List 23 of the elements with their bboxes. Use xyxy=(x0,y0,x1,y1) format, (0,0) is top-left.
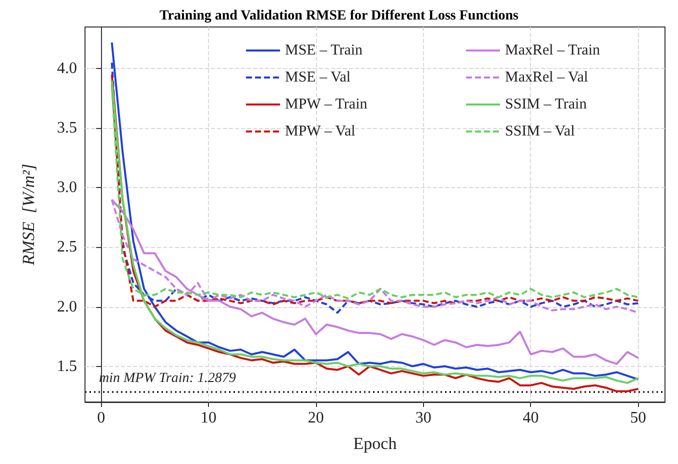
legend-label: MSE – Val xyxy=(285,70,351,86)
legend-label: MaxRel – Train xyxy=(505,42,601,58)
x-tick-label: 10 xyxy=(200,410,217,426)
x-tick-label: 50 xyxy=(630,410,646,426)
x-tick-label: 40 xyxy=(522,410,539,426)
y-tick-label: 2.0 xyxy=(57,298,77,316)
legend-label: SSIM – Train xyxy=(505,96,588,112)
legend-label: MaxRel – Val xyxy=(505,70,588,86)
x-tick-label: 0 xyxy=(97,410,106,426)
y-axis-title: RMSE [W/m²] xyxy=(19,164,38,266)
legend-label: MSE – Train xyxy=(285,42,364,58)
legend-label: MPW – Val xyxy=(285,124,356,140)
chart-title: Training and Validation RMSE for Different Loss Functions xyxy=(159,8,520,24)
y-tick-label: 4.0 xyxy=(57,60,77,78)
legend-label: SSIM – Val xyxy=(505,124,575,140)
x-axis-title: Epoch xyxy=(353,434,398,453)
x-tick-label: 20 xyxy=(308,410,324,426)
y-tick-label: 2.5 xyxy=(57,238,77,256)
y-tick-label: 1.5 xyxy=(57,358,77,375)
x-tick-label: 30 xyxy=(415,410,432,426)
y-tick-label: 3.0 xyxy=(57,179,77,196)
y-tick-label: 3.5 xyxy=(57,120,77,137)
legend-label: MPW – Train xyxy=(285,96,368,112)
